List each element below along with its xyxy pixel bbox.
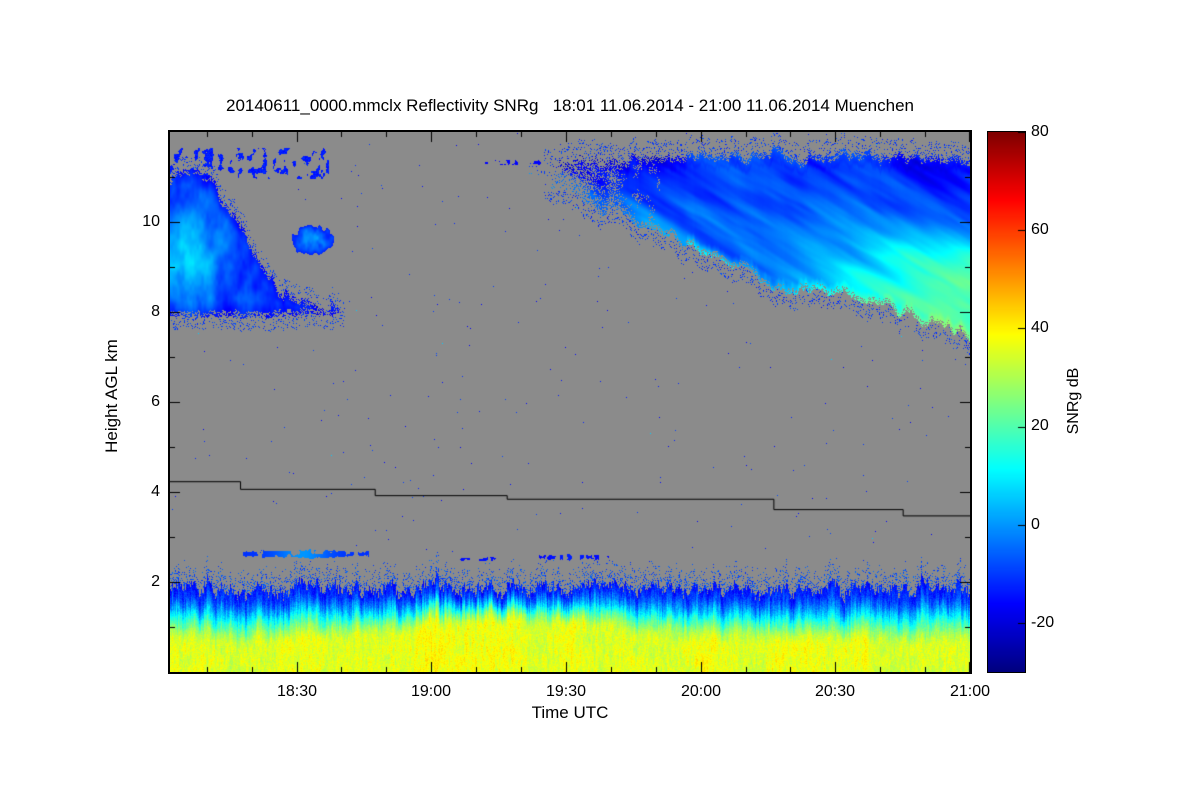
colorbar-tick-80: 80 (1031, 123, 1049, 140)
chart-title: 20140611_0000.mmclx Reflectivity SNRg 18… (225, 96, 914, 115)
x-tick-label-1900: 19:00 (410, 683, 452, 700)
colorbar (987, 131, 1026, 673)
y-tick-label-4: 4 (151, 483, 160, 500)
reflectivity-heatmap (168, 130, 972, 674)
y-tick-label-8: 8 (151, 303, 160, 320)
x-tick-label-2100: 21:00 (949, 683, 991, 700)
y-tick-label-2: 2 (151, 573, 160, 590)
x-tick-label-2000: 20:00 (680, 683, 722, 700)
y-tick-label-10: 10 (142, 213, 160, 230)
colorbar-tick-0: 0 (1031, 516, 1040, 533)
x-tick-label-2030: 20:30 (814, 683, 856, 700)
x-tick-label-1830: 18:30 (276, 683, 318, 700)
y-tick-label-6: 6 (151, 393, 160, 410)
colorbar-tick-40: 40 (1031, 319, 1049, 336)
colorbar-tick-20: 20 (1031, 417, 1049, 434)
x-axis-title: Time UTC (531, 703, 609, 722)
colorbar-tick-60: 60 (1031, 221, 1049, 238)
colorbar-tick-neg20: -20 (1031, 614, 1055, 631)
x-tick-label-1930: 19:30 (545, 683, 587, 700)
